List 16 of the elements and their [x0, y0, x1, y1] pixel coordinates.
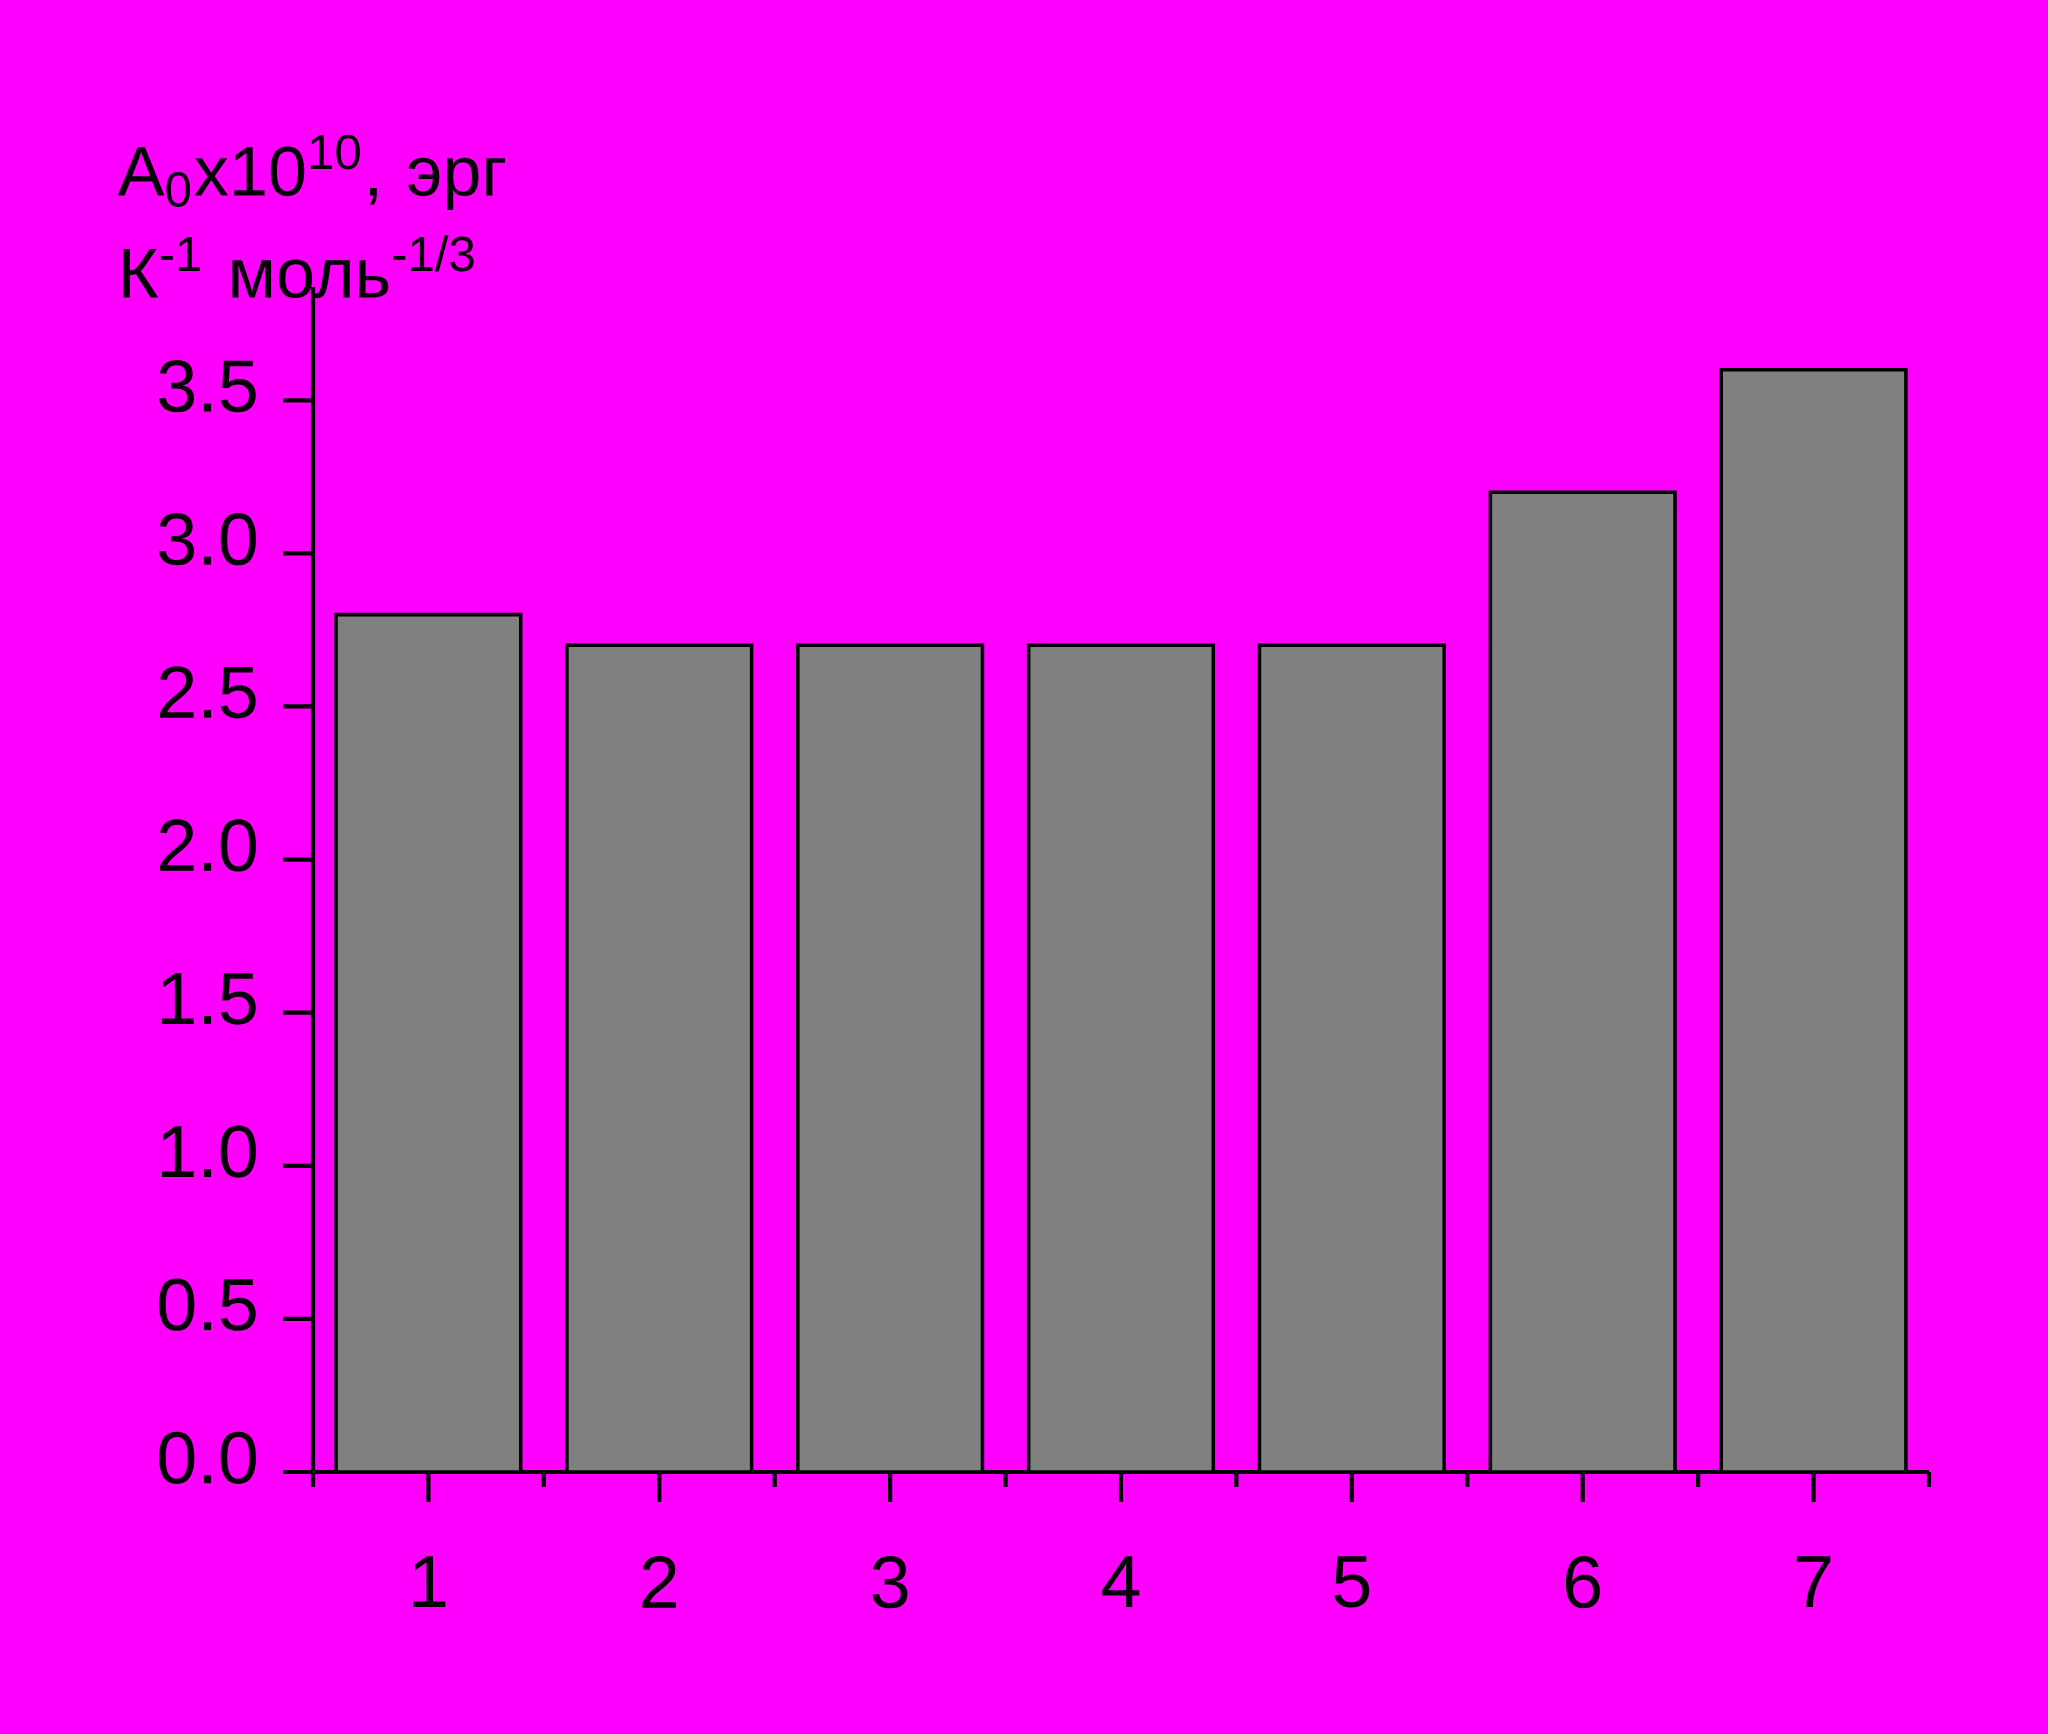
y-tick-label: 3.5	[159, 359, 256, 413]
x-tick-label: 7	[1796, 1556, 1831, 1607]
y-tick-label: 3.0	[159, 513, 256, 566]
x-tick-label: 5	[1334, 1556, 1370, 1608]
y-tick-label: 2.5	[159, 666, 256, 719]
y-tick-label: 2.0	[159, 819, 256, 872]
x-tick-label: 1	[413, 1556, 446, 1607]
y-tick-label: 1.0	[161, 1125, 256, 1178]
x-tick-label: 2	[642, 1556, 677, 1608]
y-tick-label: 1.5	[161, 973, 256, 1025]
y-tick-label: 0.5	[159, 1278, 256, 1331]
x-tick-label: 4	[1102, 1556, 1140, 1607]
text: A$_{0}$x10$^{10}$, эрг К$^{-1}$ моль$^{-1/3}$	[117, 134, 505, 299]
x-tick-label: 6	[1565, 1556, 1600, 1609]
y-tick-label: 0.0	[159, 1431, 256, 1484]
x-tick-label: 3	[872, 1556, 908, 1609]
